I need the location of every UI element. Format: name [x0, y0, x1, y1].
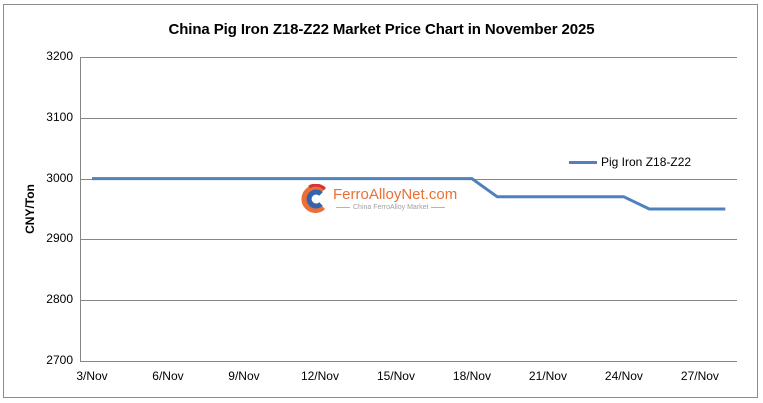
watermark: FerroAlloyNet.com China FerroAlloy Marke… [299, 184, 457, 214]
y-tick-label: 3100 [46, 109, 73, 124]
y-tick-label: 2900 [46, 231, 73, 246]
x-tick-label: 9/Nov [228, 369, 260, 383]
y-tick-label: 3000 [46, 170, 73, 185]
x-tick-label: 24/Nov [604, 369, 643, 383]
x-tick-label: 21/Nov [528, 369, 567, 383]
legend-swatch [569, 160, 597, 164]
x-tick-label: 6/Nov [152, 369, 184, 383]
chart-title: China Pig Iron Z18-Z22 Market Price Char… [168, 21, 595, 38]
y-tick-label: 2700 [46, 353, 73, 367]
x-tick-label: 27/Nov [680, 369, 719, 383]
watermark-brand: FerroAlloyNet.com [333, 186, 458, 203]
series-line-pig-iron [92, 177, 726, 211]
y-tick-label: 3200 [46, 49, 73, 63]
x-tick-label: 3/Nov [76, 369, 108, 383]
legend-label: Pig Iron Z18-Z22 [601, 155, 692, 169]
legend: Pig Iron Z18-Z22 [569, 155, 691, 169]
x-tick-label: 18/Nov [452, 369, 491, 383]
x-tick-label: 12/Nov [300, 369, 339, 383]
y-tick-label: 2800 [46, 292, 73, 307]
watermark-tagline: China FerroAlloy Market [333, 203, 457, 212]
y-axis-label: CNY/Ton [23, 184, 37, 234]
ferroalloynet-logo-icon [301, 184, 327, 213]
x-tick-label: 15/Nov [376, 369, 415, 383]
